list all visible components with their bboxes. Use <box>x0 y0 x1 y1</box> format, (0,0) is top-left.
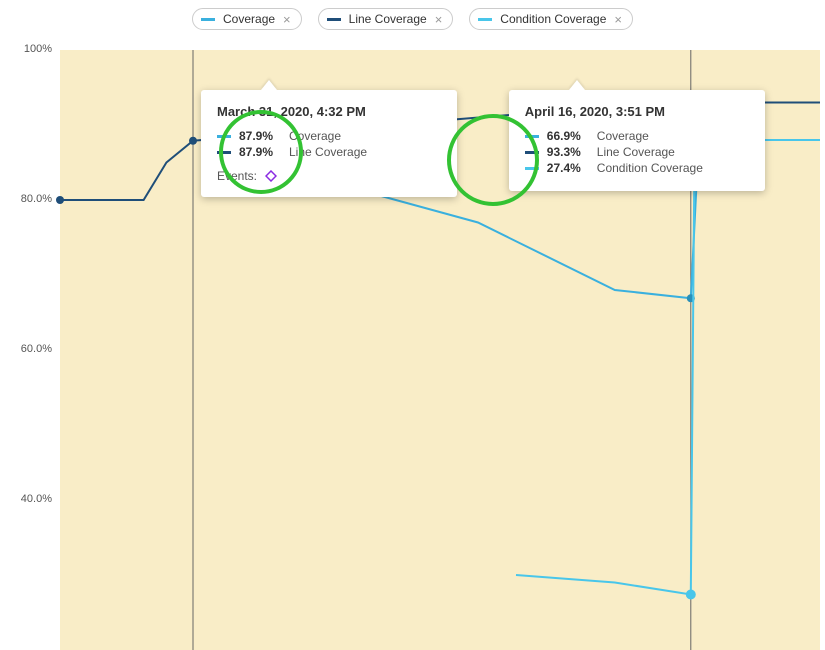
tooltip-value: 27.4% <box>547 161 589 175</box>
tooltip-events: Events: <box>217 169 437 183</box>
tooltip-swatch <box>217 151 231 154</box>
diamond-icon <box>265 170 277 182</box>
series-marker <box>686 590 696 600</box>
tooltip-row: 87.9% Line Coverage <box>217 145 437 159</box>
tooltip-swatch <box>525 167 539 170</box>
tooltip-row: 27.4% Condition Coverage <box>525 161 745 175</box>
tooltip: April 16, 2020, 3:51 PM 66.9% Coverage 93.3… <box>509 90 765 191</box>
tooltip-title: March 31, 2020, 4:32 PM <box>217 104 437 119</box>
chart-wrapper: Coverage×Line Coverage×Condition Coverag… <box>0 0 825 650</box>
tooltip-swatch <box>525 135 539 138</box>
tooltip-swatch <box>525 151 539 154</box>
tooltip-row: 87.9% Coverage <box>217 129 437 143</box>
tooltip-label: Coverage <box>289 129 341 143</box>
tooltip-label: Line Coverage <box>289 145 367 159</box>
tooltip-title: April 16, 2020, 3:51 PM <box>525 104 745 119</box>
tooltip: March 31, 2020, 4:32 PM87.9%Coverage87.9… <box>201 90 457 197</box>
series-marker <box>56 196 64 204</box>
tooltip-label: Coverage <box>597 129 649 143</box>
tooltip-value: 87.9% <box>239 129 281 143</box>
tooltip-label: Condition Coverage <box>597 161 703 175</box>
series-marker <box>189 137 197 145</box>
tooltip-label: Line Coverage <box>597 145 675 159</box>
tooltip-swatch <box>217 135 231 138</box>
tooltip-row: 93.3% Line Coverage <box>525 145 745 159</box>
tooltip-value: 87.9% <box>239 145 281 159</box>
tooltip-value: 93.3% <box>547 145 589 159</box>
tooltip-events-label: Events: <box>217 169 257 183</box>
tooltip-value: 66.9% <box>547 129 589 143</box>
tooltip-row: 66.9% Coverage <box>525 129 745 143</box>
